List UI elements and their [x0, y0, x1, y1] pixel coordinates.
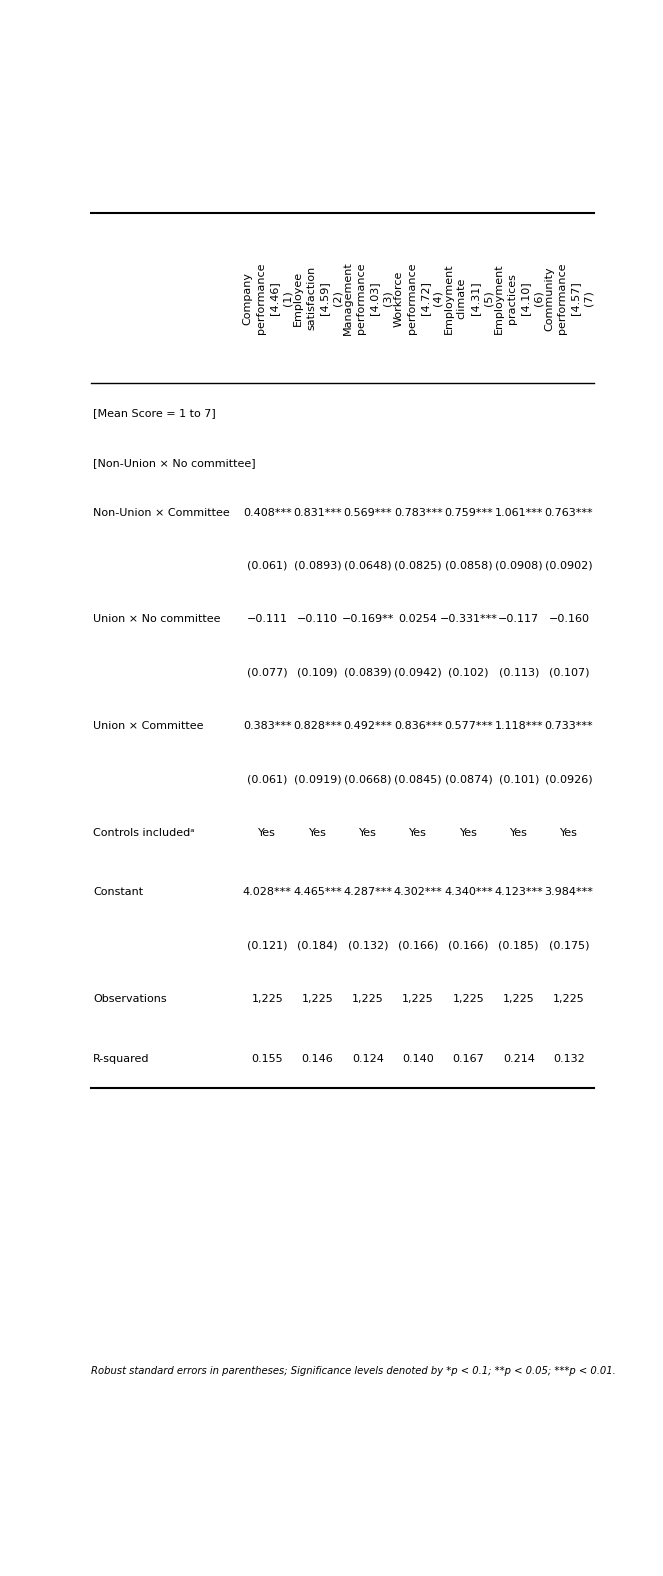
Text: Workforce
performance
[4.72]
(4): Workforce performance [4.72] (4)	[393, 263, 443, 334]
Text: 4.340***: 4.340***	[444, 887, 493, 897]
Text: 1,225: 1,225	[251, 994, 283, 1004]
Text: 0.836***: 0.836***	[394, 722, 442, 731]
Text: (0.0845): (0.0845)	[394, 774, 442, 785]
Text: −0.110: −0.110	[297, 615, 338, 624]
Text: Management
performance
[4.03]
(3): Management performance [4.03] (3)	[343, 262, 392, 336]
Text: 0.146: 0.146	[302, 1054, 333, 1064]
Text: 1,225: 1,225	[503, 994, 534, 1004]
Text: (0.132): (0.132)	[347, 941, 388, 950]
Text: Yes: Yes	[259, 827, 276, 838]
Text: 0.831***: 0.831***	[293, 507, 342, 517]
Text: (0.061): (0.061)	[247, 774, 288, 785]
Text: (0.166): (0.166)	[398, 941, 438, 950]
Text: 1,225: 1,225	[553, 994, 585, 1004]
Text: Robust standard errors in parentheses; Significance levels denoted by *p < 0.1; : Robust standard errors in parentheses; S…	[91, 1366, 615, 1376]
Text: 0.733***: 0.733***	[545, 722, 593, 731]
Text: Yes: Yes	[510, 827, 528, 838]
Text: 1.118***: 1.118***	[495, 722, 543, 731]
Text: (0.0908): (0.0908)	[495, 561, 542, 571]
Text: Constant: Constant	[93, 887, 143, 897]
Text: Union × No committee: Union × No committee	[93, 615, 221, 624]
Text: 0.167: 0.167	[453, 1054, 484, 1064]
Text: Yes: Yes	[359, 827, 377, 838]
Text: (0.107): (0.107)	[549, 668, 589, 678]
Text: 1,225: 1,225	[302, 994, 333, 1004]
Text: 0.140: 0.140	[402, 1054, 434, 1064]
Text: (0.0893): (0.0893)	[294, 561, 341, 571]
Text: [Non-Union × No committee]: [Non-Union × No committee]	[93, 457, 256, 468]
Text: Yes: Yes	[309, 827, 326, 838]
Text: −0.169**: −0.169**	[341, 615, 394, 624]
Text: Yes: Yes	[560, 827, 578, 838]
Text: 0.383***: 0.383***	[243, 722, 292, 731]
Text: (0.185): (0.185)	[499, 941, 539, 950]
Text: 0.214: 0.214	[503, 1054, 534, 1064]
Text: 4.465***: 4.465***	[293, 887, 342, 897]
Text: 3.984***: 3.984***	[544, 887, 593, 897]
Text: 4.302***: 4.302***	[394, 887, 442, 897]
Text: 0.492***: 0.492***	[343, 722, 392, 731]
Text: 0.0254: 0.0254	[398, 615, 438, 624]
Text: (0.0902): (0.0902)	[545, 561, 593, 571]
Text: (0.0942): (0.0942)	[394, 668, 442, 678]
Text: 0.132: 0.132	[553, 1054, 585, 1064]
Text: 4.123***: 4.123***	[495, 887, 543, 897]
Text: Employee
satisfaction
[4.59]
(2): Employee satisfaction [4.59] (2)	[293, 266, 342, 331]
Text: (0.109): (0.109)	[297, 668, 338, 678]
Text: −0.331***: −0.331***	[440, 615, 497, 624]
Text: 1,225: 1,225	[402, 994, 434, 1004]
Text: (0.113): (0.113)	[499, 668, 539, 678]
Text: −0.117: −0.117	[498, 615, 539, 624]
Text: (0.0858): (0.0858)	[445, 561, 492, 571]
Text: 1,225: 1,225	[352, 994, 384, 1004]
Text: (0.0874): (0.0874)	[445, 774, 493, 785]
Text: (0.0839): (0.0839)	[344, 668, 392, 678]
Text: Controls includedᵃ: Controls includedᵃ	[93, 827, 195, 838]
Text: (0.0648): (0.0648)	[344, 561, 392, 571]
Text: (0.166): (0.166)	[448, 941, 489, 950]
Text: 0.828***: 0.828***	[293, 722, 342, 731]
Text: Yes: Yes	[459, 827, 477, 838]
Text: Employment
practices
[4.10]
(6): Employment practices [4.10] (6)	[494, 263, 544, 334]
Text: [Mean Score = 1 to 7]: [Mean Score = 1 to 7]	[93, 408, 216, 418]
Text: 4.287***: 4.287***	[343, 887, 392, 897]
Text: 0.759***: 0.759***	[444, 507, 493, 517]
Text: (0.101): (0.101)	[499, 774, 539, 785]
Text: 0.569***: 0.569***	[343, 507, 392, 517]
Text: −0.160: −0.160	[548, 615, 589, 624]
Text: 0.577***: 0.577***	[444, 722, 493, 731]
Text: 0.783***: 0.783***	[394, 507, 442, 517]
Text: Union × Committee: Union × Committee	[93, 722, 204, 731]
Text: 0.124: 0.124	[352, 1054, 384, 1064]
Text: (0.121): (0.121)	[247, 941, 288, 950]
Text: (0.061): (0.061)	[247, 561, 288, 571]
Text: 0.408***: 0.408***	[243, 507, 292, 517]
Text: Yes: Yes	[409, 827, 427, 838]
Text: (0.077): (0.077)	[247, 668, 288, 678]
Text: Company
performance
[4.46]
(1): Company performance [4.46] (1)	[243, 263, 292, 334]
Text: Community
performance
[4.57]
(7): Community performance [4.57] (7)	[544, 263, 594, 334]
Text: (0.0926): (0.0926)	[545, 774, 593, 785]
Text: (0.0668): (0.0668)	[344, 774, 392, 785]
Text: Non-Union × Committee: Non-Union × Committee	[93, 507, 230, 517]
Text: 1.061***: 1.061***	[495, 507, 543, 517]
Text: (0.0825): (0.0825)	[394, 561, 442, 571]
Text: R-squared: R-squared	[93, 1054, 150, 1064]
Text: Employment
climate
[4.31]
(5): Employment climate [4.31] (5)	[444, 263, 493, 334]
Text: −0.111: −0.111	[247, 615, 288, 624]
Text: 4.028***: 4.028***	[243, 887, 292, 897]
Text: (0.175): (0.175)	[549, 941, 589, 950]
Text: 0.763***: 0.763***	[545, 507, 593, 517]
Text: (0.184): (0.184)	[297, 941, 338, 950]
Text: (0.0919): (0.0919)	[294, 774, 341, 785]
Text: Observations: Observations	[93, 994, 167, 1004]
Text: (0.102): (0.102)	[448, 668, 489, 678]
Text: 1,225: 1,225	[453, 994, 484, 1004]
Text: 0.155: 0.155	[251, 1054, 283, 1064]
